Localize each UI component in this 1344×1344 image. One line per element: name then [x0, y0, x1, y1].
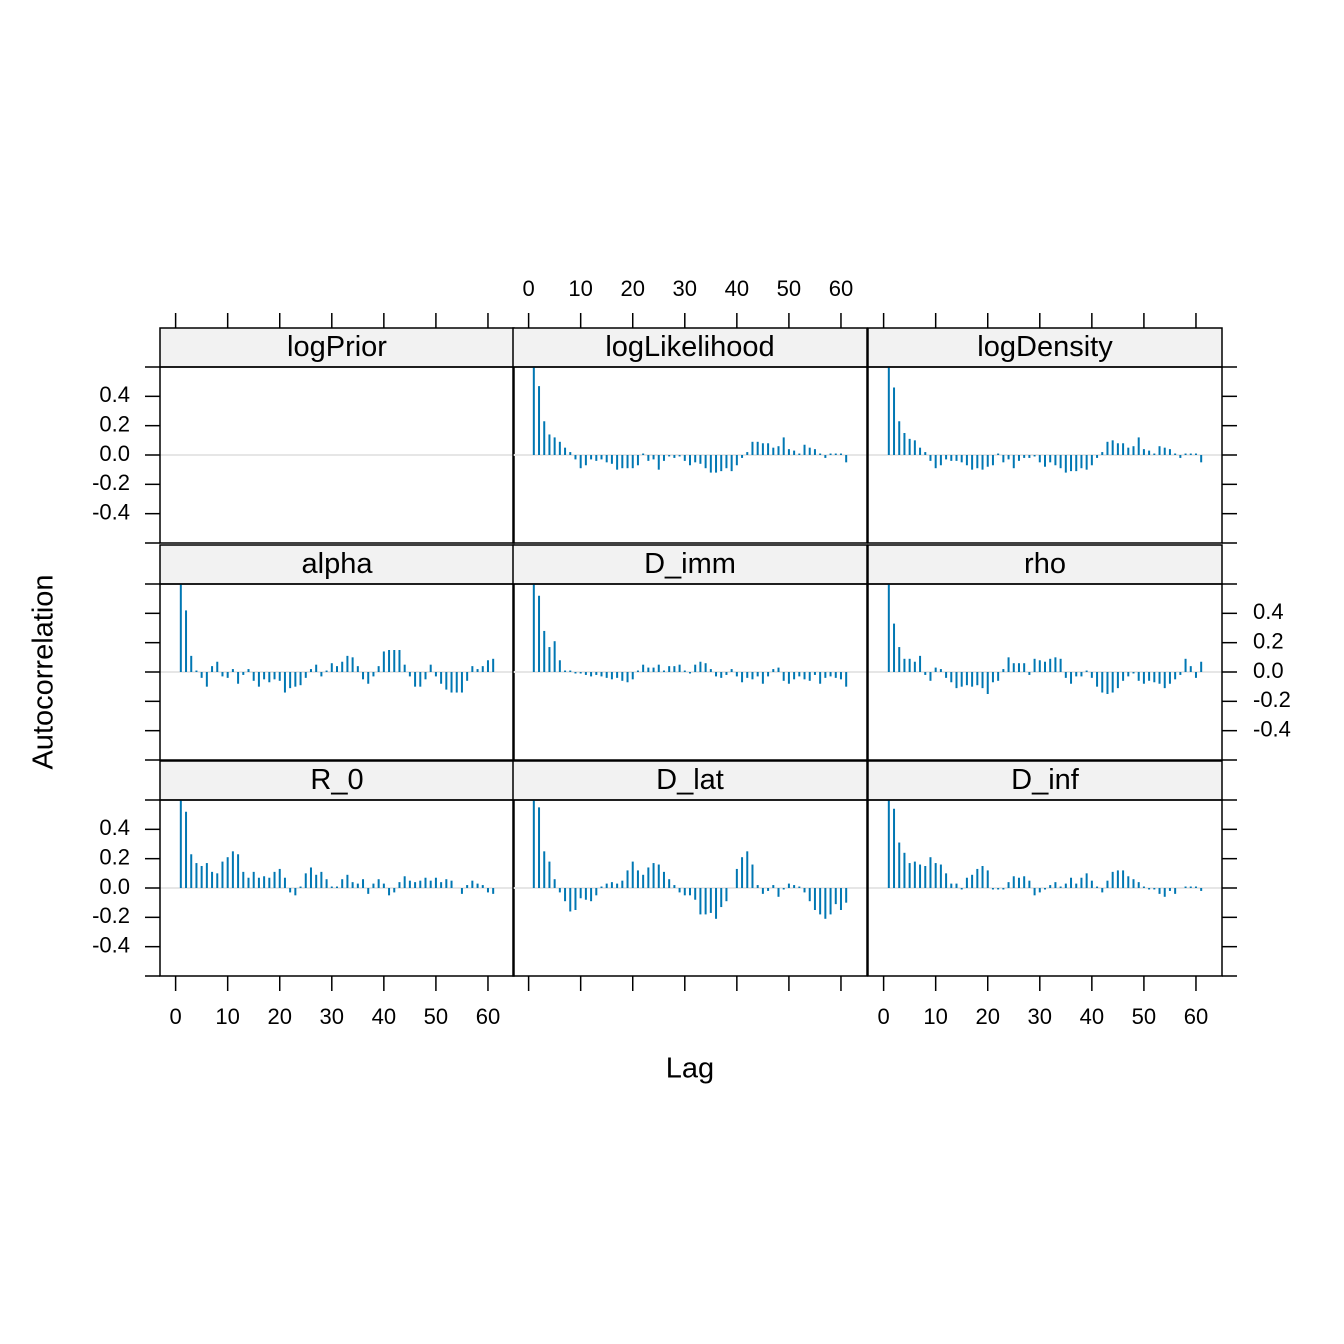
y-tick-label: 0.4 [1253, 599, 1284, 624]
x-tick-label: 60 [829, 276, 853, 301]
y-tick-label: 0.2 [99, 411, 130, 436]
strip [512, 544, 868, 585]
x-tick-label: 0 [522, 276, 534, 301]
panel-title: logDensity [977, 331, 1113, 363]
x-tick-label: 20 [975, 1004, 999, 1029]
y-tick-label: -0.2 [92, 470, 130, 495]
x-tick-label: 10 [568, 276, 592, 301]
y-tick-label: 0.2 [1253, 628, 1284, 653]
x-tick-label: 40 [1080, 1004, 1104, 1029]
panel-border [512, 799, 868, 977]
x-tick-label: 60 [476, 1004, 500, 1029]
panel-marks [532, 584, 848, 687]
panel-marks [179, 800, 495, 896]
x-tick-label: 50 [424, 1004, 448, 1029]
y-tick-label: 0.0 [1253, 658, 1284, 683]
panel-marks [887, 584, 1203, 694]
panel-marks [532, 800, 848, 919]
y-tick-label: 0.4 [99, 815, 130, 840]
panel-marks [887, 800, 1203, 897]
x-tick-label: 30 [1028, 1004, 1052, 1029]
y-tick-label: 0.2 [99, 844, 130, 869]
panel-border [512, 366, 868, 544]
strip [867, 760, 1223, 801]
x-tick-label: 20 [267, 1004, 291, 1029]
x-tick-label: 20 [620, 276, 644, 301]
x-axis-label: Lag [666, 1053, 714, 1085]
y-tick-label: -0.4 [92, 932, 130, 957]
y-tick-label: -0.2 [92, 903, 130, 928]
panel-title: D_imm [644, 548, 736, 580]
x-tick-label: 10 [215, 1004, 239, 1029]
x-tick-label: 50 [777, 276, 801, 301]
panel-title: D_lat [656, 764, 724, 796]
y-tick-label: -0.4 [92, 499, 130, 524]
strip [159, 327, 515, 368]
x-tick-label: 40 [725, 276, 749, 301]
panel-title: logLikelihood [605, 331, 774, 363]
x-tick-label: 60 [1184, 1004, 1208, 1029]
x-tick-label: 40 [372, 1004, 396, 1029]
y-tick-label: -0.4 [1253, 716, 1291, 741]
x-tick-label: 0 [877, 1004, 889, 1029]
x-tick-label: 30 [320, 1004, 344, 1029]
panel-title: R_0 [310, 764, 363, 796]
panel-marks [532, 367, 848, 473]
y-tick-label: 0.0 [99, 874, 130, 899]
y-tick-label: 0.0 [99, 441, 130, 466]
panel-title: rho [1024, 548, 1066, 580]
x-tick-label: 30 [673, 276, 697, 301]
x-tick-label: 0 [169, 1004, 181, 1029]
x-tick-label: 10 [923, 1004, 947, 1029]
strip [867, 327, 1223, 368]
y-axis-label: Autocorrelation [28, 574, 60, 769]
panel-border [512, 583, 868, 761]
panel-title: D_inf [1011, 764, 1080, 796]
panel-title: logPrior [287, 331, 387, 363]
panel-title: alpha [302, 548, 374, 580]
panel-marks [179, 584, 495, 693]
panel-marks [887, 367, 1203, 473]
y-tick-label: 0.4 [99, 382, 130, 407]
strip [867, 544, 1223, 585]
y-tick-label: -0.2 [1253, 687, 1291, 712]
x-tick-label: 50 [1132, 1004, 1156, 1029]
